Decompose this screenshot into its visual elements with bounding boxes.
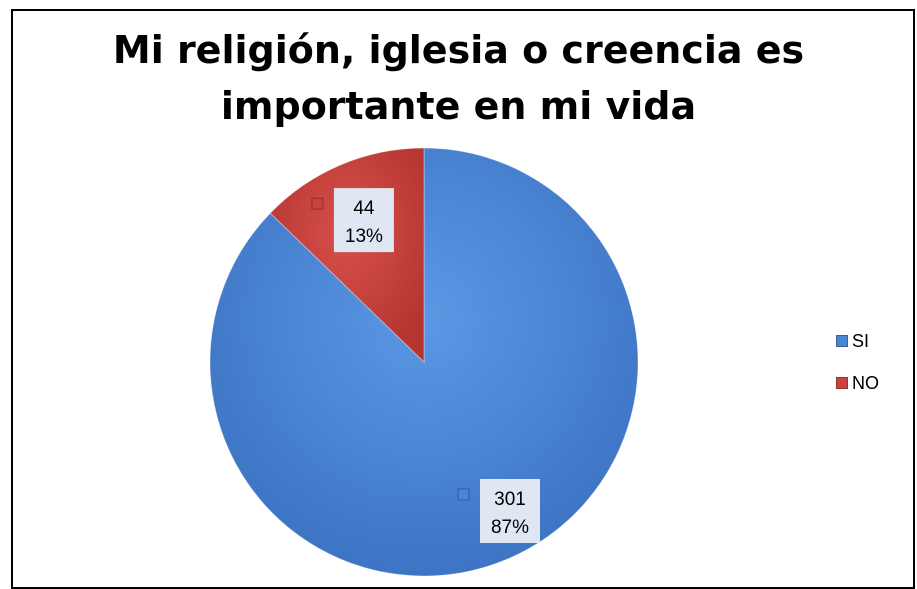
data-label-value-si: 301 — [494, 489, 526, 510]
legend-item-no: NO — [836, 372, 879, 394]
data-label-box-no — [333, 188, 394, 253]
legend: SI NO — [836, 330, 879, 414]
legend-swatch-no — [836, 377, 848, 389]
pie-slices — [209, 147, 639, 577]
data-label-key-no — [311, 197, 324, 210]
chart-title-text: Mi religión, iglesia o creencia es impor… — [112, 28, 805, 128]
legend-label-si: SI — [852, 330, 870, 351]
legend-swatch-si — [836, 335, 848, 347]
data-label-box-si — [480, 479, 540, 543]
data-label-percent-no: 13% — [345, 226, 383, 247]
data-label-percent-si: 87% — [491, 517, 529, 538]
legend-label-no: NO — [852, 372, 879, 393]
chart-title: Mi religión, iglesia o creencia es impor… — [0, 22, 917, 134]
legend-item-si: SI — [836, 330, 879, 352]
data-label-key-si — [457, 488, 470, 501]
data-label-value-no: 44 — [353, 198, 375, 219]
pie-slice-si — [209, 147, 639, 577]
